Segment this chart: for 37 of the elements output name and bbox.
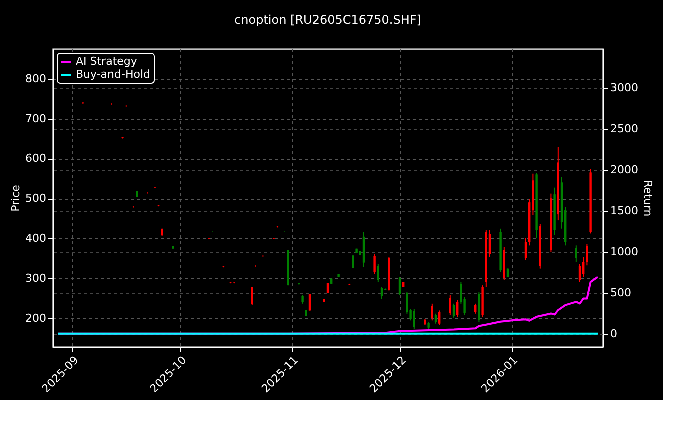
- candlestick: [575, 245, 578, 263]
- candlestick: [374, 254, 376, 274]
- y2-tick-label: 3000: [610, 81, 638, 94]
- candlestick: [398, 276, 402, 296]
- candlestick: [586, 244, 588, 266]
- chart-title: cnoption [RU2605C16750.SHF]: [234, 13, 422, 27]
- y-tick-label: 800: [26, 72, 46, 86]
- y-axis-title: Price: [10, 184, 23, 212]
- candlestick: [434, 313, 438, 324]
- y2-tick-label: 500: [610, 286, 632, 300]
- candlestick: [413, 308, 416, 330]
- y2-tick-label: 2500: [610, 122, 638, 136]
- legend-label: AI Strategy: [76, 55, 138, 68]
- candlestick: [251, 286, 254, 306]
- candlestick: [449, 294, 452, 316]
- candlestick: [578, 264, 582, 283]
- candlestick: [452, 303, 456, 318]
- y-tick-label: 500: [26, 192, 46, 206]
- candlestick: [524, 238, 528, 261]
- y2-tick-label: 0: [610, 327, 618, 340]
- candlestick: [431, 303, 434, 322]
- y-tick-label: 400: [26, 232, 46, 245]
- candlestick: [582, 256, 585, 278]
- y2-tick-label: 1500: [610, 204, 638, 218]
- candlestick: [438, 310, 441, 326]
- legend-label: Buy-and-Hold: [76, 68, 151, 81]
- candlestick: [474, 303, 477, 314]
- y-tick-label: 200: [26, 312, 46, 325]
- candlestick: [352, 255, 354, 269]
- y-tick-label: 700: [26, 112, 46, 126]
- y2-tick-label: 1000: [610, 245, 638, 258]
- y-tick-label: 600: [26, 152, 46, 166]
- y2-axis-title: Return: [641, 180, 654, 217]
- candlestick: [377, 264, 380, 283]
- y2-tick-label: 2000: [610, 163, 638, 176]
- y-tick-label: 300: [26, 272, 46, 285]
- candlestick: [380, 286, 384, 300]
